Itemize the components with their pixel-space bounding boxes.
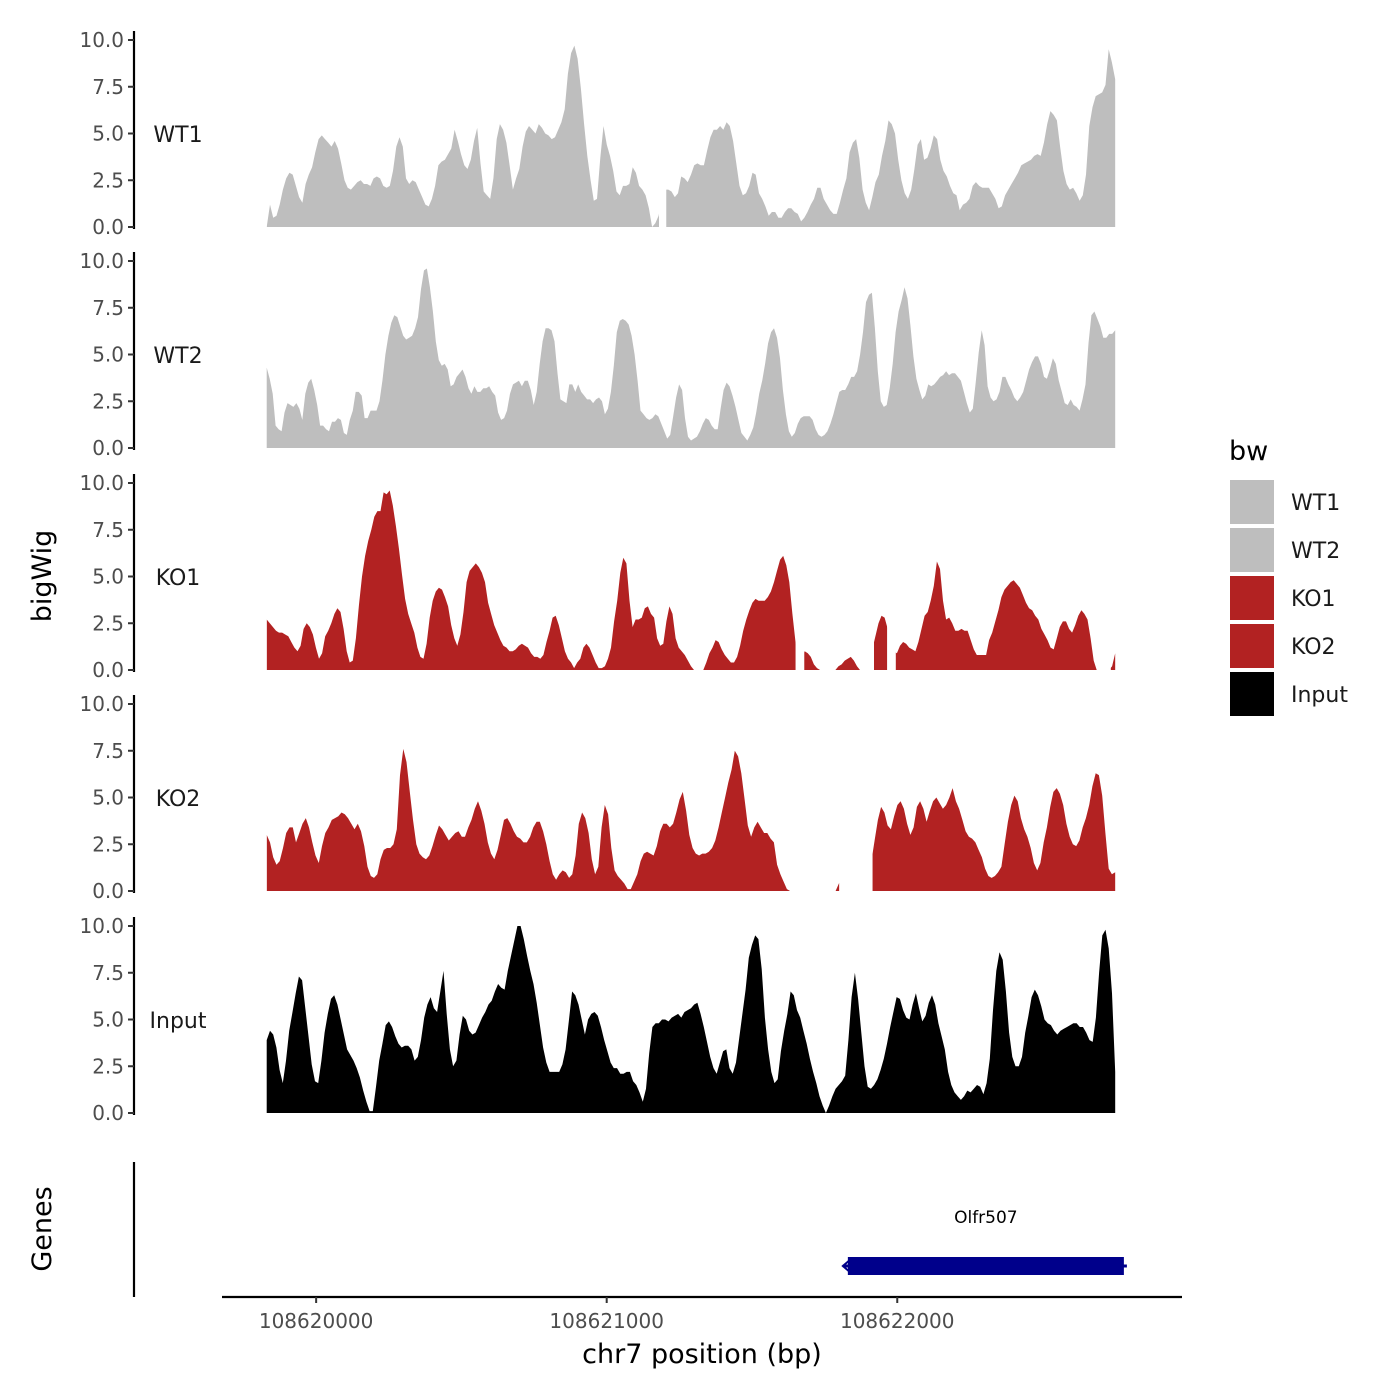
track-ko2-ytick-label: 2.5 <box>92 832 124 856</box>
track-ko2-ytick-label: 0.0 <box>92 879 124 903</box>
legend-label-wt1: WT1 <box>1291 491 1340 516</box>
legend-swatch-ko1 <box>1230 576 1274 620</box>
track-ko1: 0.0 2.5 5.0 7.5 10.0 KO1 <box>79 471 1116 682</box>
track-input-ytick-label: 5.0 <box>92 1008 124 1032</box>
legend-entries: WT1 WT2 KO1 KO2 Input <box>1230 480 1348 716</box>
legend-swatch-wt1 <box>1230 480 1274 524</box>
bigwig-tracks: 0.02.55.07.510.0WT10.02.55.07.510.0WT20.… <box>79 28 1116 1125</box>
x-axis: 108620000 108621000 108622000 chr7 positio… <box>222 1295 1182 1370</box>
track-wt2: 0.0 2.5 5.0 7.5 10.0 WT2 <box>79 249 1116 460</box>
x-axis-title: chr7 position (bp) <box>582 1339 822 1370</box>
track-wt2-area <box>266 268 1116 448</box>
gene-models: Olfr507 <box>841 1208 1127 1275</box>
track-label-wt1: WT1 <box>153 123 202 148</box>
legend-entry-input: Input <box>1230 672 1348 716</box>
legend-entry-ko1: KO1 <box>1230 576 1336 620</box>
gene-olfr507-strand-icon <box>841 1259 851 1273</box>
track-ko1-ytick-label: 7.5 <box>92 518 124 542</box>
track-input-ytick-label: 10.0 <box>79 914 124 938</box>
track-ko2: 0.0 2.5 5.0 7.5 10.0 KO2 <box>79 692 1116 903</box>
legend-title: bw <box>1229 436 1268 467</box>
track-ko1-ytick-label: 5.0 <box>92 565 124 589</box>
track-label-ko2: KO2 <box>156 787 201 812</box>
legend-swatch-input <box>1230 672 1274 716</box>
legend-entry-ko2: KO2 <box>1230 624 1336 668</box>
y-axis-title: bigWig <box>27 530 58 623</box>
track-wt2-ytick-label: 2.5 <box>92 389 124 413</box>
legend-label-input: Input <box>1291 683 1348 708</box>
track-wt1-ytick-label: 2.5 <box>92 168 124 192</box>
gene-track-panel: Genes Olfr507 <box>27 1162 1127 1297</box>
track-wt1: 0.0 2.5 5.0 7.5 10.0 WT1 <box>79 28 1116 239</box>
track-wt1-ytick-label: 10.0 <box>79 28 124 52</box>
track-input-ytick-label: 2.5 <box>92 1054 124 1078</box>
track-label-wt2: WT2 <box>153 344 202 369</box>
legend-swatch-wt2 <box>1230 528 1274 572</box>
legend-entry-wt1: WT1 <box>1230 480 1340 524</box>
track-input-area <box>266 926 1116 1113</box>
track-label-input: Input <box>150 1009 207 1034</box>
track-wt2-ytick-label: 5.0 <box>92 343 124 367</box>
track-input-ytick-label: 0.0 <box>92 1101 124 1125</box>
x-tick-label: 108620000 <box>259 1309 374 1333</box>
track-ko1-ytick-label: 2.5 <box>92 611 124 635</box>
x-tick-label: 108622000 <box>840 1309 955 1333</box>
x-ticks: 108620000 108621000 108622000 <box>259 1297 955 1333</box>
gene-olfr507-exon <box>847 1257 1124 1275</box>
gene-olfr507: Olfr507 <box>841 1208 1127 1275</box>
track-wt1-area <box>266 45 1116 227</box>
track-ko1-area <box>266 490 1116 670</box>
track-wt2-ytick-label: 10.0 <box>79 249 124 273</box>
track-ko2-ytick-label: 7.5 <box>92 739 124 763</box>
track-ko2-area <box>266 748 1116 891</box>
track-ko1-ytick-label: 10.0 <box>79 471 124 495</box>
track-wt1-ytick-label: 0.0 <box>92 215 124 239</box>
legend: bw WT1 WT2 KO1 KO2 Input <box>1229 436 1348 716</box>
gene-track-title: Genes <box>27 1186 58 1271</box>
track-ko2-ytick-label: 5.0 <box>92 786 124 810</box>
legend-swatch-ko2 <box>1230 624 1274 668</box>
track-wt1-ytick-label: 5.0 <box>92 122 124 146</box>
legend-label-ko2: KO2 <box>1291 635 1336 660</box>
track-ko2-ytick-label: 10.0 <box>79 692 124 716</box>
track-wt2-ytick-label: 7.5 <box>92 296 124 320</box>
legend-label-ko1: KO1 <box>1291 587 1336 612</box>
track-label-ko1: KO1 <box>156 566 201 591</box>
track-input: 0.0 2.5 5.0 7.5 10.0 Input <box>79 914 1116 1125</box>
gene-olfr507-label: Olfr507 <box>954 1208 1018 1228</box>
track-wt1-ytick-label: 7.5 <box>92 75 124 99</box>
legend-entry-wt2: WT2 <box>1230 528 1340 572</box>
legend-label-wt2: WT2 <box>1291 539 1340 564</box>
track-input-ytick-label: 7.5 <box>92 961 124 985</box>
track-wt2-ytick-label: 0.0 <box>92 436 124 460</box>
track-ko1-ytick-label: 0.0 <box>92 658 124 682</box>
x-tick-label: 108621000 <box>549 1309 664 1333</box>
